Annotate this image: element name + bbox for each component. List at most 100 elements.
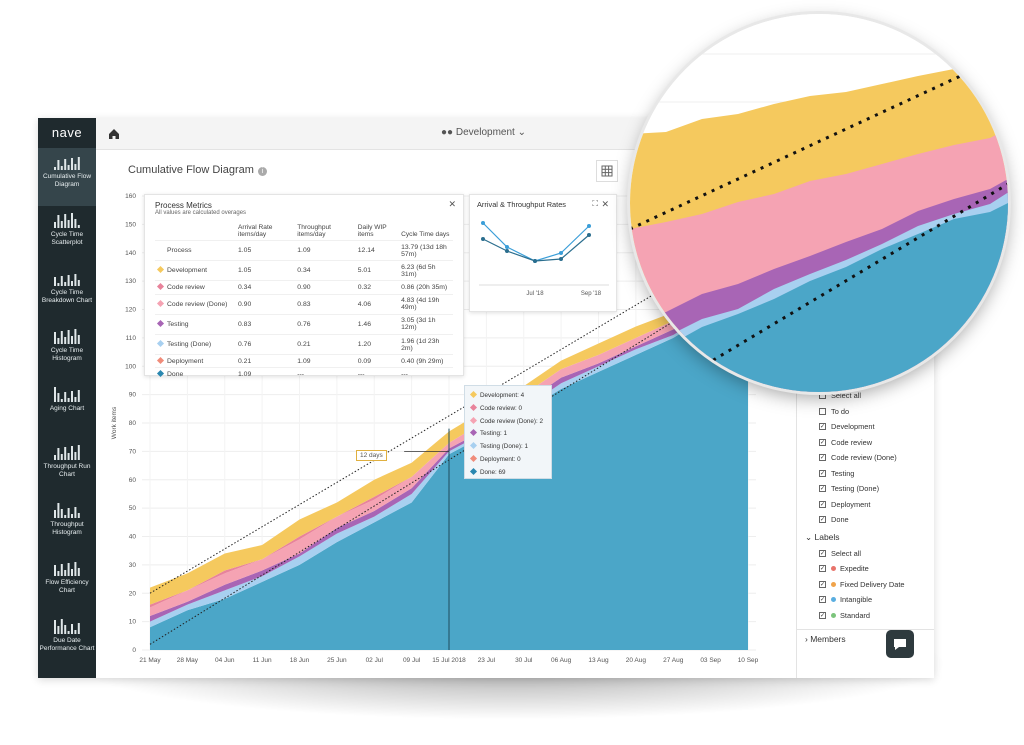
tooltip-item: Code review: 0 [469,403,545,416]
metrics-cell-cycle: 0.40 (9h 29m) [398,354,453,368]
stage-filter-code-review-done-[interactable]: ✓ Code review (Done) [797,450,934,466]
metrics-column-header: Cycle Time days [401,231,450,238]
checkbox[interactable]: ✓ [819,485,826,492]
labels-section-header[interactable]: ⌄ Labels [805,531,840,542]
metrics-cell-cycle: 6.23 (6d 5h 31m) [398,260,453,281]
zoom-throughput-trend-line [689,182,1008,376]
sidebar-item-label: Aging Chart [49,405,85,412]
checkbox[interactable]: ✓ [819,438,826,446]
stage-filter-list: Select all To do ✓ Development ✓ Code review ✓… [797,366,934,528]
chat-button[interactable] [886,630,914,658]
stage-filter-deployment[interactable]: ✓ Deployment [797,497,934,513]
area-code-review-done-[interactable] [150,266,748,616]
close-icon[interactable]: ✕ [448,199,456,209]
team-selector[interactable]: ●● Development ⌄ [441,127,526,138]
checkbox[interactable] [819,392,826,399]
x-tick-label: 21 May [139,657,161,664]
checkbox[interactable]: ✓ [819,596,826,603]
metrics-stage-name: Development [155,260,235,281]
checkbox[interactable]: ✓ [819,516,826,523]
x-tick-label: 04 Jun [215,657,235,664]
metrics-stage-name: Code review [155,280,235,295]
stage-color-marker [156,282,165,291]
arrival-throughput-chart: Jul '18 Sep '18 [479,221,609,297]
sidebar-item-run-chart[interactable]: Throughput Run Chart [38,438,96,496]
data-point [505,245,509,249]
zoom-area-band [630,203,1008,392]
cumulative-flow-chart[interactable]: 0 10 20 30 40 50 60 70 80 90 100 110 120 130 140 150 160… [96,188,776,668]
stage-filter-code-review[interactable]: ✓ Code review [797,435,934,451]
monte-carlo-icon [52,674,82,678]
metrics-cell-wip: 4.06 [354,293,399,315]
checkbox[interactable]: ✓ [819,580,826,588]
histogram-icon [54,329,80,344]
label-filter-list: ✓ Select all ✓ Expedite ✓ Fixed Delivery Date… [797,546,934,624]
y-tick-label: 60 [129,477,137,484]
filter-label: Done [831,515,849,524]
label-filter-fixed-delivery-date[interactable]: ✓ Fixed Delivery Date [797,577,934,593]
labels-section-title: Labels [814,531,840,542]
filter-label: Expedite [831,564,869,573]
sidebar-item-breakdown-chart[interactable]: Cycle Time Breakdown Chart [38,264,96,322]
metrics-cell-throughput: 0.76 [294,313,355,335]
sidebar-item-cfd[interactable]: Cumulative Flow Diagram [38,148,96,206]
checkbox[interactable]: ✓ [819,611,826,619]
label-color-dot [831,581,836,587]
y-axis-label: Work items [111,406,118,439]
grid-toggle-button[interactable] [596,160,618,182]
x-tick-label: 10 Sep [738,657,759,664]
data-point [587,233,591,237]
expand-icon[interactable]: ⛶ [592,199,598,208]
checkbox[interactable]: ✓ [819,500,826,508]
x-tick-label: 11 Jun [253,657,272,664]
info-icon[interactable]: i [257,167,267,176]
members-section-title: Members [810,634,846,644]
checkbox[interactable]: ✓ [819,469,826,477]
team-name: Development [455,127,515,138]
filter-label: Standard [831,611,870,620]
checkbox[interactable]: ✓ [819,549,826,557]
sidebar-item-due-date[interactable]: Due Date Performance Chart [38,612,96,670]
filter-label: Select all [831,391,861,400]
stage-filter-to-do[interactable]: To do [797,404,934,420]
home-icon[interactable] [106,126,122,142]
stage-filter-select-all[interactable]: Select all [797,388,934,404]
logo: nave [51,125,83,140]
y-tick-label: 140 [125,250,136,257]
sidebar-item-histogram[interactable]: Cycle Time Histogram [38,322,96,380]
checkbox[interactable] [819,407,826,415]
aging-chart-icon [54,387,80,402]
checkbox[interactable]: ✓ [819,423,826,430]
label-filter-select-all[interactable]: ✓ Select all [797,546,934,562]
label-color-dot [831,566,836,571]
stage-color-marker [156,266,165,274]
sidebar-item-throughput-histogram[interactable]: Throughput Histogram [38,496,96,554]
label-filter-intangible[interactable]: ✓ Intangible [797,592,934,608]
zoomed-chart-detail [630,14,1008,392]
members-section-header[interactable]: › Members [797,629,934,647]
sidebar-item-label: Due Date Performance Chart [39,637,95,652]
label-filter-standard[interactable]: ✓ Standard [797,608,934,624]
label-filter-expedite[interactable]: ✓ Expedite [797,561,934,577]
sidebar-item-flow-efficiency[interactable]: Flow Efficiency Chart [38,554,96,612]
checkbox[interactable]: ✓ [819,565,826,572]
close-icon[interactable]: ✕ [601,199,609,209]
metrics-column-header: Arrival Rate items/day [238,224,273,238]
sidebar-item-monte-carlo[interactable]: Monte Carlo: Delivery Date [38,670,96,678]
team-icon: ●● [441,127,454,138]
stage-filter-testing-done-[interactable]: ✓ Testing (Done) [797,481,934,497]
sidebar-item-scatterplot[interactable]: Cycle Time Scatterplot [38,206,96,264]
metrics-stage-name: Code review (Done) [155,293,235,315]
filter-label: To do [831,406,850,416]
stage-filter-development[interactable]: ✓ Development [797,419,934,435]
metrics-cell-cycle: 1.96 (1d 23h 2m) [398,333,453,355]
data-point [533,259,537,263]
mini-x-tick-label: Sep '18 [581,291,602,297]
stage-filter-testing[interactable]: ✓ Testing [797,466,934,482]
stage-filter-done[interactable]: ✓ Done [797,512,934,528]
sidebar-item-aging-chart[interactable]: Aging Chart [38,380,96,438]
process-metrics-table: Arrival Rate items/day Throughput items/d… [155,222,453,381]
checkbox[interactable]: ✓ [819,454,826,461]
filter-label: Intangible [831,595,872,604]
metrics-row: Done 1.09 --- --- --- [155,367,453,381]
